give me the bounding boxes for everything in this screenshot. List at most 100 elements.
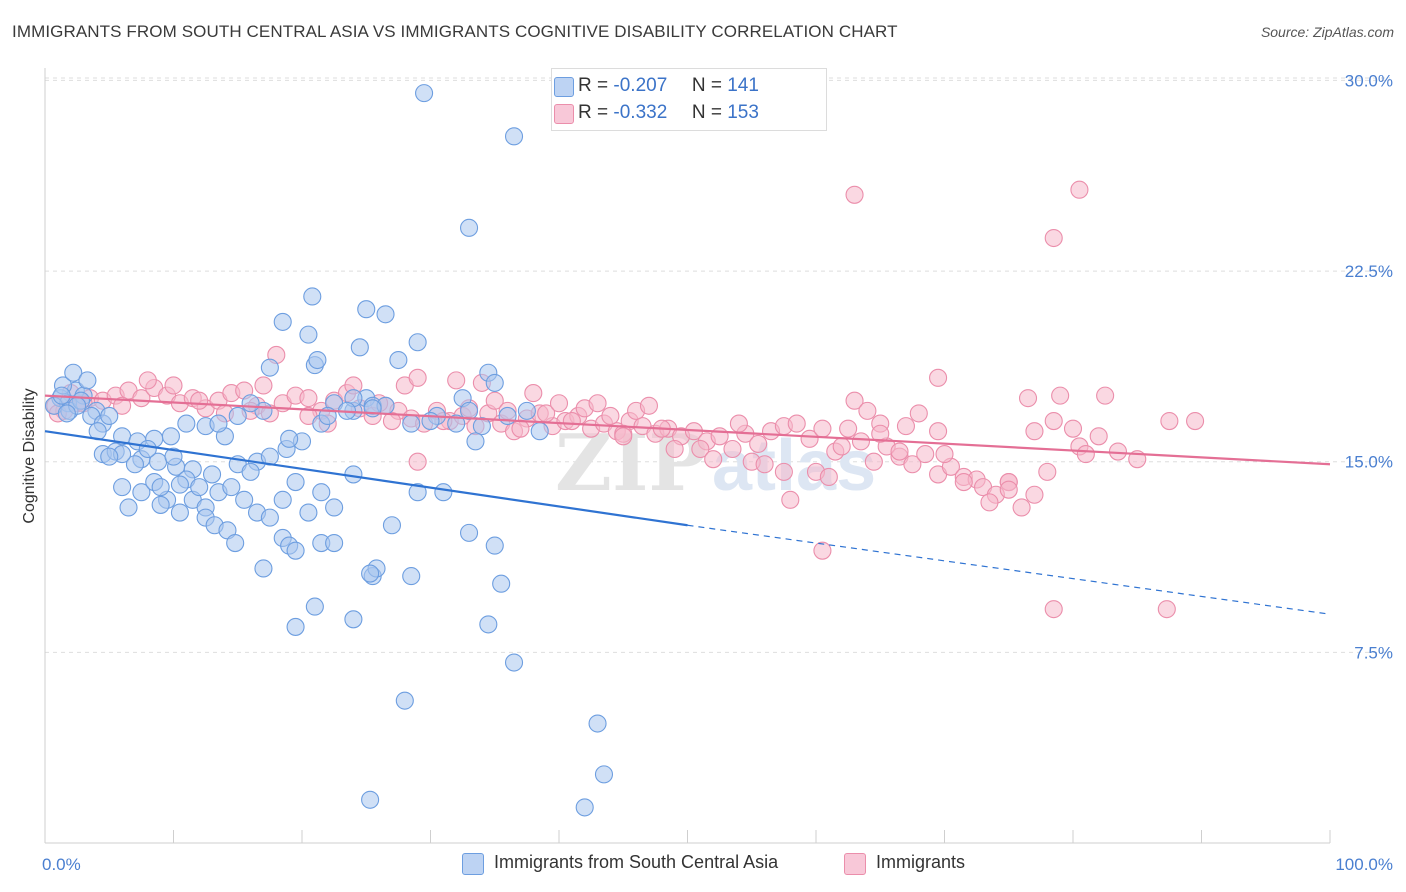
bottom-legend-swatch-blue	[462, 853, 484, 875]
south-central-asia-point	[402, 414, 421, 433]
south-central-asia-point	[408, 333, 427, 352]
south-central-asia-point	[241, 394, 260, 413]
immigrants-point	[164, 376, 183, 395]
south-central-asia-point	[415, 84, 434, 103]
south-central-asia-point	[504, 127, 524, 146]
immigrants-point	[999, 480, 1018, 499]
y-tick-label: 7.5%	[1354, 643, 1393, 662]
legend-n-label: N =	[691, 102, 722, 123]
south-central-asia-point	[228, 406, 247, 426]
south-central-asia-point	[504, 653, 524, 672]
south-central-asia-point	[485, 373, 504, 392]
immigrants-point	[1025, 485, 1044, 504]
south-central-asia-point	[459, 218, 479, 237]
south-central-asia-point	[361, 564, 380, 583]
south-central-asia-point	[382, 516, 402, 535]
immigrants-point	[639, 396, 659, 415]
immigrants-point	[1038, 462, 1057, 481]
immigrants-point	[1076, 445, 1095, 464]
south-central-asia-point	[325, 498, 344, 517]
south-central-asia-point	[434, 483, 453, 502]
correlation-legend: R = -0.207 N = 141 R = -0.332 N = 153	[551, 68, 827, 131]
bottom-legend-swatch-pink	[844, 853, 866, 875]
x-tick-label: 100.0%	[1335, 855, 1393, 874]
immigrants-point	[588, 394, 607, 413]
south-central-asia-point	[226, 534, 245, 553]
legend-swatch-blue	[554, 77, 574, 97]
immigrants-point	[774, 462, 793, 481]
south-central-asia-point	[125, 455, 144, 474]
south-central-asia-point	[151, 495, 170, 514]
south-central-asia-point	[164, 447, 183, 466]
south-central-asia-point	[241, 462, 260, 481]
immigrants-point	[839, 419, 858, 438]
south-central-asia-point	[408, 483, 427, 502]
south-central-asia-point	[498, 406, 517, 426]
south-central-asia-point	[113, 478, 132, 497]
south-central-asia-point	[350, 338, 369, 357]
immigrants-point	[929, 368, 948, 387]
south-central-asia-point	[305, 597, 324, 616]
legend-n-label: N =	[691, 75, 722, 96]
south-central-asia-point	[344, 610, 363, 629]
south-central-asia-point	[273, 490, 292, 509]
immigrants-point	[749, 434, 768, 453]
immigrants-point	[562, 411, 581, 431]
south-central-asia-point	[235, 490, 254, 509]
south-central-asia-point	[312, 483, 331, 502]
immigrants-point	[138, 371, 157, 390]
south-central-asia-point	[78, 371, 97, 390]
immigrants-point	[1044, 411, 1063, 431]
south-central-asia-point	[466, 432, 485, 451]
immigrants-point	[890, 442, 909, 461]
immigrants-point	[851, 432, 871, 451]
immigrants-point	[1070, 180, 1089, 199]
south-central-asia-point	[100, 406, 119, 426]
immigrants-point	[723, 439, 742, 459]
south-central-asia-point	[57, 404, 76, 423]
immigrants-point	[845, 391, 864, 410]
immigrants-point	[871, 424, 890, 443]
immigrants-point	[935, 445, 954, 464]
south-central-asia-point	[203, 465, 222, 484]
south-central-asia-point	[170, 475, 189, 494]
bottom-legend-label: Immigrants	[876, 852, 966, 872]
immigrants-point	[864, 452, 883, 471]
x-tick-labels: 0.0% 100.0%	[42, 855, 1393, 874]
immigrants-point	[813, 541, 832, 560]
blue-trend-extension	[687, 524, 1331, 615]
immigrants-point	[511, 419, 530, 438]
south-central-asia-point	[170, 503, 189, 522]
immigrants-point	[408, 368, 427, 387]
south-central-asia-point	[361, 790, 380, 809]
immigrants-point	[485, 391, 504, 410]
immigrants-point	[1051, 386, 1070, 405]
south-central-asia-point	[286, 541, 305, 560]
south-central-asia-point	[119, 498, 138, 517]
south-central-asia-point	[100, 447, 119, 466]
legend-row-blue: R = -0.207 N = 141	[554, 75, 759, 99]
south-central-asia-point	[260, 358, 279, 377]
south-central-asia-point	[209, 414, 228, 433]
x-tick-label: 0.0%	[42, 855, 81, 874]
legend-row-pink: R = -0.332 N = 153	[554, 102, 759, 126]
legend-r-label: R =	[578, 75, 609, 96]
south-central-asia-point	[308, 350, 327, 370]
legend-r-value: -0.332	[613, 102, 668, 123]
immigrants-point	[1012, 498, 1031, 517]
immigrants-point	[819, 467, 838, 487]
y-axis-title: Cognitive Disability	[21, 388, 38, 523]
blue-trend-line	[44, 430, 688, 527]
immigrants-point	[1157, 600, 1176, 619]
immigrants-point	[704, 450, 723, 469]
immigrants-point	[755, 455, 774, 474]
immigrants-point	[980, 493, 999, 512]
south-central-asia-point	[286, 472, 305, 492]
south-central-asia-point	[286, 617, 305, 636]
south-central-asia-point	[402, 567, 421, 586]
immigrants-point	[1044, 228, 1063, 248]
south-central-asia-point	[472, 417, 491, 436]
immigrants-point	[299, 389, 318, 408]
south-central-asia-point	[190, 478, 209, 497]
